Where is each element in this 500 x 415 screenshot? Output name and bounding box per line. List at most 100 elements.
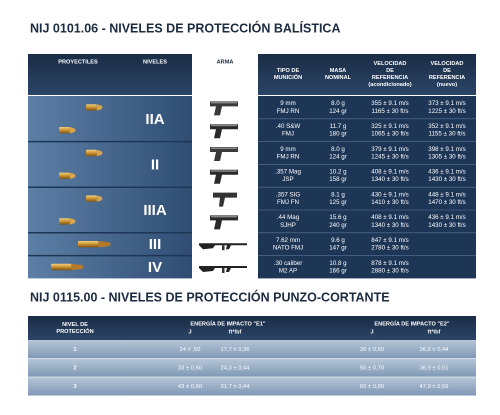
bullet-icon	[86, 104, 103, 111]
column-header: ENERGÍA DE IMPACTO "E2"	[374, 319, 449, 327]
column-header: PROTECCIÓN	[56, 327, 93, 335]
cell-text: 240 gr	[329, 222, 347, 229]
column-header: PROYECTILES	[58, 59, 98, 65]
column-header: NIVELES	[143, 59, 167, 65]
bullet-icon	[86, 195, 103, 202]
weapon-icon	[199, 243, 247, 251]
cell-text: 9.6 g	[331, 237, 345, 244]
cell-text: 878 ± 9.1 m/s	[371, 260, 408, 267]
column-header: NOMINAL	[325, 75, 352, 81]
cell-text: 1155 ± 30 ft/s	[429, 131, 466, 138]
bullet-icon	[86, 149, 103, 157]
cell-text: 166 gr	[329, 267, 347, 274]
cell-text: 1245 ± 30 ft/s	[371, 153, 408, 160]
bullet-case	[59, 218, 70, 225]
bullet-icon	[59, 218, 76, 225]
unit-header: ft*lbf	[428, 329, 441, 335]
level-label: IV	[148, 259, 162, 276]
slide-shine	[211, 124, 237, 127]
bullet-case	[86, 149, 97, 157]
cell-text: 9 mm	[280, 146, 295, 153]
cell-text: 8.0 g	[331, 146, 345, 153]
cell-text: 408 ± 9.1 m/s	[371, 214, 408, 221]
cell-text: 1065 ± 30 ft/s	[371, 131, 408, 138]
cell-text: 2880 ± 30 ft/s	[371, 267, 408, 274]
cell-text: FMJ FN	[277, 199, 299, 206]
cell-text: 36,9 ± 0,51	[420, 365, 449, 371]
cell-text: 65 ± 0,80	[360, 384, 384, 390]
column-header: VELOCIDAD	[374, 61, 407, 67]
cell-text: 325 ± 9.1 m/s	[371, 123, 408, 130]
header-band	[28, 316, 476, 340]
cell-text: 352 ± 9.1 m/s	[428, 123, 465, 130]
cell-text: 847 ± 9.1 m/s	[371, 237, 408, 244]
weapon-icon	[210, 147, 238, 161]
weapon-icon	[210, 101, 238, 116]
cell-text: .30 caliber	[274, 260, 303, 267]
cell-text: M2 AP	[279, 267, 297, 274]
unit-header: ft*lbf	[229, 329, 242, 335]
smg	[213, 192, 237, 207]
cell-text: FMJ RN	[277, 108, 300, 115]
rifle	[199, 243, 247, 250]
cell-text: 158 gr	[329, 176, 347, 183]
cell-text: 24,3 ± 0,44	[221, 365, 251, 371]
table-row	[28, 340, 476, 359]
cell-text: 7.62 mm	[276, 237, 300, 244]
cell-text: 430 ± 9.1 m/s	[371, 191, 408, 198]
cell-text: 436 ± 9.1 m/s	[428, 169, 465, 176]
cell-text: 1165 ± 30 ft/s	[372, 108, 409, 115]
pistol	[210, 147, 238, 161]
unit-header: J	[370, 329, 373, 335]
table-row	[28, 358, 476, 377]
cell-text: 180 gr	[329, 131, 347, 138]
column-header: (acondicionado)	[368, 82, 411, 88]
column-header: REFERENCIA	[372, 75, 408, 81]
section-title: NIJ 0101.06 - NIVELES DE PROTECCIÓN BALÍ…	[30, 20, 341, 35]
cell-text: 8.0 g	[331, 100, 345, 107]
cell-text: 379 ± 9.1 m/s	[371, 146, 408, 153]
cell-text: 408 ± 9.1 m/s	[371, 169, 408, 176]
slide-shine	[211, 170, 237, 172]
column-header: (nuevo)	[437, 82, 457, 88]
column-header: DE	[443, 68, 451, 74]
arma-header	[192, 54, 258, 95]
cell-text: 1225 ± 30 ft/s	[428, 108, 465, 115]
bullet-case	[86, 104, 97, 111]
bullet-tip	[69, 218, 76, 225]
cell-text: 124 gr	[329, 108, 347, 115]
column-header: VELOCIDAD	[431, 61, 464, 67]
cell-text: 355 ± 9.1 m/s	[371, 100, 408, 107]
column-header: TIPO DE	[277, 68, 300, 74]
cell-text: FMJ	[282, 131, 294, 138]
cell-text: 373 ± 9.1 m/s	[428, 100, 465, 107]
cell-text: 124 gr	[329, 153, 347, 160]
cell-text: 10.2 g	[329, 169, 347, 176]
level-label: II	[151, 156, 159, 173]
rifle	[199, 266, 247, 272]
cell-text: 2	[73, 365, 76, 371]
cell-text: 31,7 ± 0,44	[221, 384, 251, 390]
weapon-block	[192, 96, 258, 279]
cell-text: 436 ± 9.1 m/s	[428, 214, 465, 221]
column-header: ARMA	[217, 59, 234, 65]
slide-shine	[211, 215, 237, 218]
cell-text: 8.1 g	[331, 191, 345, 198]
cell-text: 1	[73, 347, 77, 353]
cell-text: 43 ± 0,60	[178, 384, 202, 390]
pistol	[210, 101, 238, 116]
cell-text: 1305 ± 30 ft/s	[428, 153, 465, 160]
bullet-icon	[59, 172, 76, 179]
cell-text: FMJ RN	[277, 153, 300, 160]
cell-text: 17,7 ± 0,36	[221, 347, 250, 353]
cell-text: 9 mm	[280, 100, 295, 107]
weapon-icon	[213, 192, 237, 207]
cell-text: 50 ± 0,70	[360, 365, 384, 371]
cell-text: 147 gr	[329, 245, 347, 252]
cell-text: 1430 ± 30 ft/s	[428, 176, 465, 183]
bullet-tip	[96, 195, 103, 202]
bullet-tip	[96, 149, 103, 157]
level-label: IIA	[145, 111, 164, 128]
slide-shine	[211, 147, 237, 149]
